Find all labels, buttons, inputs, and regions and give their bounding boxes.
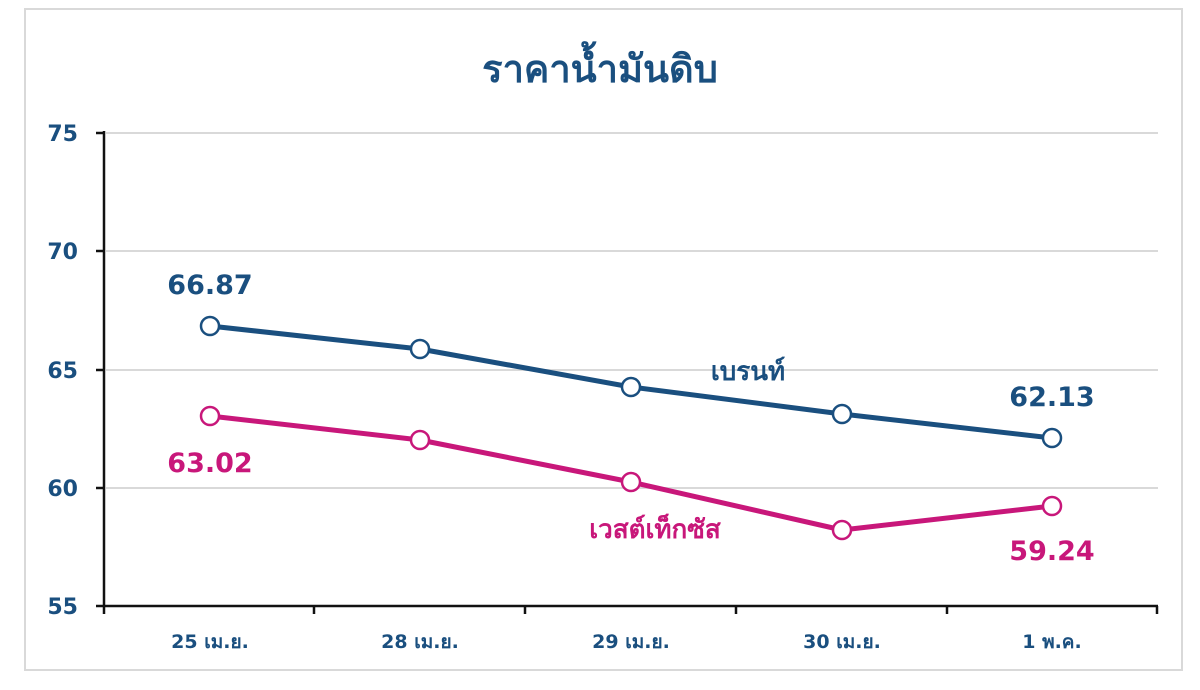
data-label-wti-last: 59.24 <box>1009 536 1094 567</box>
y-tick: 60 <box>47 477 78 502</box>
data-label-brent-first: 66.87 <box>167 270 252 301</box>
data-point <box>409 429 431 451</box>
x-tick: 30 เม.ย. <box>803 631 881 653</box>
data-point <box>199 315 221 337</box>
x-tick: 29 เม.ย. <box>592 631 670 653</box>
y-axis-labels: 75 70 65 60 55 <box>47 122 78 620</box>
x-tick: 1 พ.ค. <box>1022 631 1082 653</box>
data-point <box>831 403 853 425</box>
series-brent <box>199 315 1063 449</box>
chart-frame <box>24 8 1183 671</box>
data-point <box>620 471 642 493</box>
data-point <box>620 376 642 398</box>
series-wti <box>199 405 1063 541</box>
y-tick: 75 <box>47 122 78 147</box>
data-point <box>831 519 853 541</box>
axes <box>96 131 1159 614</box>
gridlines <box>106 132 1158 489</box>
x-axis-labels: 25 เม.ย. 28 เม.ย. 29 เม.ย. 30 เม.ย. 1 พ.… <box>171 631 1082 653</box>
data-point <box>1041 427 1063 449</box>
y-tick: 70 <box>47 240 78 265</box>
data-point <box>409 338 431 360</box>
data-label-wti-first: 63.02 <box>167 448 252 479</box>
series-label-wti: เวสต์เท็กซัส <box>589 513 721 545</box>
y-tick: 65 <box>47 359 78 384</box>
data-point <box>1041 495 1063 517</box>
y-tick: 55 <box>47 595 78 620</box>
data-point <box>199 405 221 427</box>
x-tick: 28 เม.ย. <box>381 631 459 653</box>
data-label-brent-last: 62.13 <box>1009 382 1094 413</box>
series-label-brent: เบรนท์ <box>711 356 785 387</box>
x-tick: 25 เม.ย. <box>171 631 249 653</box>
chart-title: ราคาน้ำมันดิบ <box>482 47 718 91</box>
